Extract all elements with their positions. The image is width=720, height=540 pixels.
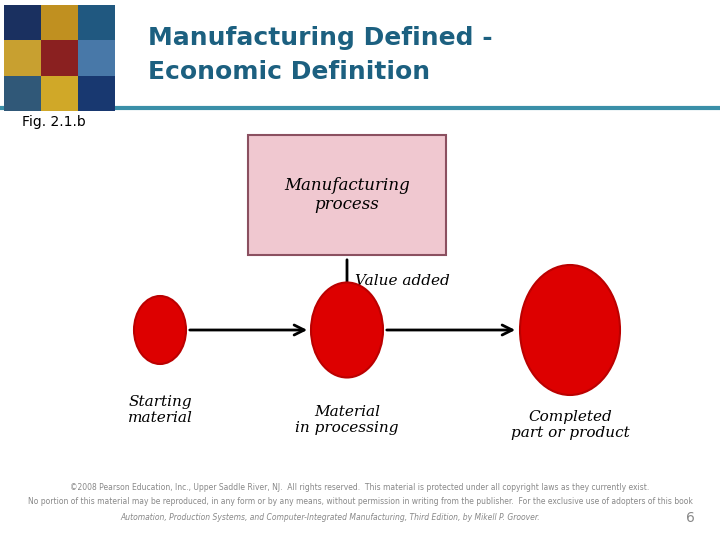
Text: Starting
material: Starting material: [127, 395, 192, 425]
Bar: [41, 40, 78, 76]
Ellipse shape: [520, 265, 620, 395]
Bar: [78, 5, 115, 40]
Ellipse shape: [134, 296, 186, 364]
Text: Completed
part or product: Completed part or product: [510, 410, 629, 440]
FancyBboxPatch shape: [248, 135, 446, 255]
Text: Fig. 2.1.b: Fig. 2.1.b: [22, 115, 86, 129]
Text: Material
in processing: Material in processing: [295, 405, 399, 435]
Text: 6: 6: [685, 511, 694, 525]
Bar: [41, 5, 78, 40]
Bar: [78, 40, 115, 76]
Text: No portion of this material may be reproduced, in any form or by any means, with: No portion of this material may be repro…: [27, 497, 693, 507]
Ellipse shape: [311, 282, 383, 377]
Text: Automation, Production Systems, and Computer-Integrated Manufacturing, Third Edi: Automation, Production Systems, and Comp…: [120, 514, 540, 523]
Bar: [4, 40, 41, 76]
Text: Economic Definition: Economic Definition: [148, 60, 430, 84]
Bar: [4, 76, 41, 111]
Bar: [41, 76, 78, 111]
Text: Value added: Value added: [355, 274, 450, 288]
Text: Manufacturing Defined -: Manufacturing Defined -: [148, 26, 492, 50]
Bar: [4, 5, 41, 40]
Text: ©2008 Pearson Education, Inc., Upper Saddle River, NJ.  All rights reserved.  Th: ©2008 Pearson Education, Inc., Upper Sad…: [71, 483, 649, 492]
Bar: [78, 76, 115, 111]
Text: Manufacturing
process: Manufacturing process: [284, 177, 410, 213]
